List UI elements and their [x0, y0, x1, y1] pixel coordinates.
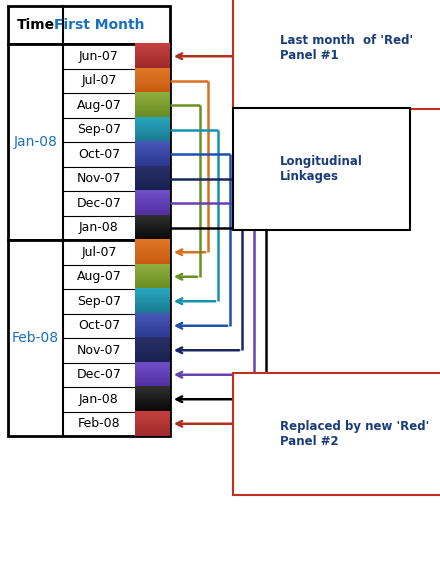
Text: Sep-07: Sep-07 [77, 123, 121, 136]
Text: Jan-08: Jan-08 [14, 135, 58, 149]
Text: Oct-07: Oct-07 [78, 148, 120, 161]
Text: Longitudinal
Linkages: Longitudinal Linkages [280, 155, 363, 183]
Bar [8, 6, 170, 44]
Text: Nov-07: Nov-07 [77, 344, 121, 357]
Text: Jun-07: Jun-07 [79, 50, 119, 63]
Text: Jul-07: Jul-07 [81, 74, 117, 87]
Text: Jan-08: Jan-08 [79, 221, 119, 234]
Text: First Month: First Month [54, 18, 144, 32]
Text: Oct-07: Oct-07 [78, 319, 120, 332]
Text: Last month  of 'Red'
Panel #1: Last month of 'Red' Panel #1 [280, 34, 413, 62]
Text: Aug-07: Aug-07 [77, 270, 121, 283]
Text: Dec-07: Dec-07 [77, 369, 121, 381]
Text: Jul-07: Jul-07 [81, 246, 117, 259]
Text: Feb-08: Feb-08 [78, 417, 120, 430]
Text: Nov-07: Nov-07 [77, 172, 121, 185]
Text: Dec-07: Dec-07 [77, 197, 121, 210]
Text: Aug-07: Aug-07 [77, 99, 121, 112]
Text: Time: Time [16, 18, 55, 32]
Bar [8, 240, 170, 436]
Text: Feb-08: Feb-08 [12, 331, 59, 345]
Text: Sep-07: Sep-07 [77, 295, 121, 308]
Bar [8, 44, 170, 240]
Text: Jan-08: Jan-08 [79, 393, 119, 406]
Text: Replaced by new 'Red'
Panel #2: Replaced by new 'Red' Panel #2 [280, 420, 429, 448]
